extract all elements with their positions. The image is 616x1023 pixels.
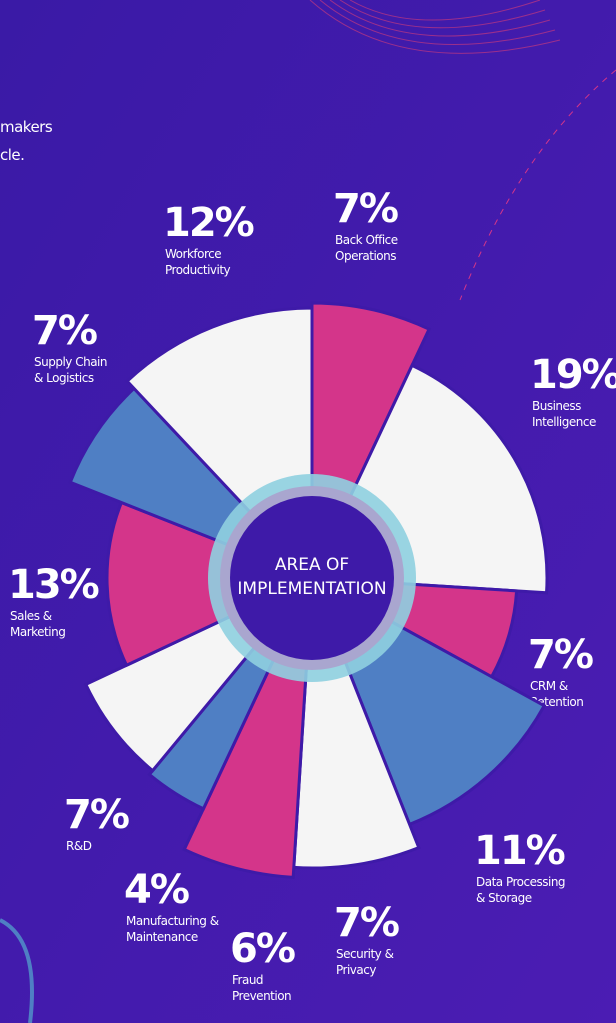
- category-label: & Storage: [476, 891, 532, 905]
- category-label: Fraud: [232, 973, 263, 987]
- center: [230, 496, 394, 660]
- value-label: 7%: [334, 900, 399, 946]
- category-label: Operations: [335, 249, 396, 263]
- category-label: Business: [532, 399, 581, 413]
- category-label: Workforce: [165, 247, 221, 261]
- center-label: AREA OF: [275, 555, 349, 575]
- category-label: Intelligence: [532, 415, 596, 429]
- category-label: Productivity: [165, 263, 231, 277]
- category-label: Prevention: [232, 989, 291, 1003]
- category-label: Data Processing: [476, 875, 565, 889]
- category-label: Maintenance: [126, 930, 198, 944]
- category-label: Privacy: [336, 963, 376, 977]
- value-label: 7%: [32, 308, 97, 354]
- category-label: Back Office: [335, 233, 398, 247]
- center-label: IMPLEMENTATION: [237, 579, 386, 599]
- category-label: Security &: [336, 947, 394, 961]
- value-label: 12%: [163, 200, 254, 246]
- category-label: Manufacturing &: [126, 914, 219, 928]
- category-label: Sales &: [10, 609, 52, 623]
- value-label: 6%: [230, 926, 295, 972]
- value-label: 7%: [64, 792, 129, 838]
- category-label: Supply Chain: [34, 355, 107, 369]
- annotation: makers: [0, 118, 53, 136]
- value-label: 13%: [8, 562, 99, 608]
- category-label: & Logistics: [34, 371, 94, 385]
- value-label: 7%: [333, 186, 398, 232]
- value-label: 19%: [530, 352, 616, 398]
- category-label: Marketing: [10, 625, 65, 639]
- infographic: makers cle. 7%Back OfficeOperations19%Bu…: [0, 0, 616, 1023]
- category-label: R&D: [66, 839, 92, 853]
- value-label: 11%: [474, 828, 565, 874]
- category-label: CRM &: [530, 679, 568, 693]
- value-label: 7%: [528, 632, 593, 678]
- value-label: 4%: [124, 867, 189, 913]
- annotation: cle.: [0, 146, 24, 164]
